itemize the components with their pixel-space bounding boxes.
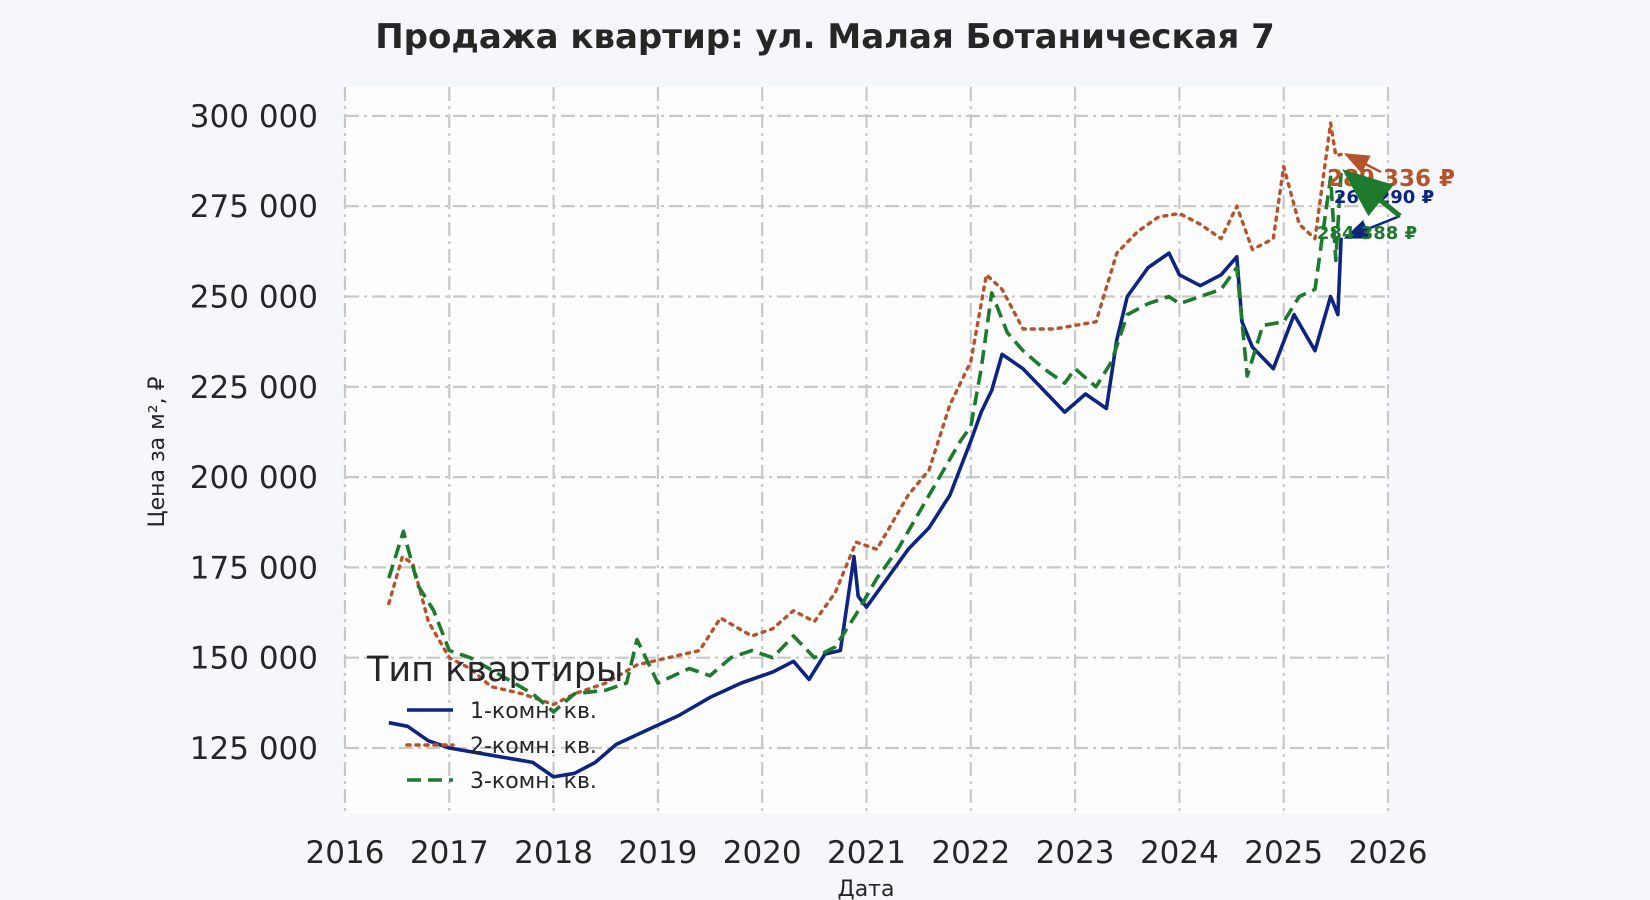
grid-lines bbox=[343, 87, 1390, 813]
x-tick-label: 2023 bbox=[1036, 835, 1115, 871]
series-line-1 bbox=[388, 237, 1343, 779]
y-axis-label: Цена за м², ₽ bbox=[145, 376, 170, 527]
chart-title: Продажа квартир: ул. Малая Ботаническая … bbox=[375, 17, 1275, 57]
x-tick-label: 2017 bbox=[410, 835, 489, 871]
x-tick-label: 2019 bbox=[618, 835, 697, 871]
y-tick-label: 125 000 bbox=[190, 731, 318, 767]
y-tick-label: 300 000 bbox=[190, 99, 318, 135]
legend-item-label: 2-комн. кв. bbox=[470, 734, 597, 759]
annotation-label: 284 388 ₽ bbox=[1317, 223, 1417, 244]
x-tick-label: 2018 bbox=[514, 835, 593, 871]
y-tick-label: 150 000 bbox=[190, 641, 318, 677]
x-tick-label: 2022 bbox=[931, 835, 1010, 871]
x-axis-label: Дата bbox=[838, 877, 895, 900]
x-tick-label: 2025 bbox=[1244, 835, 1323, 871]
y-tick-labels: 125 000 150 000 175 000 200 000 225 000 250 0… bbox=[190, 99, 318, 767]
x-tick-label: 2016 bbox=[306, 835, 385, 871]
series-layer bbox=[387, 121, 1343, 779]
annotations-layer: 289 336 ₽266 290 ₽284 388 ₽ bbox=[1317, 153, 1455, 244]
y-tick-label: 275 000 bbox=[190, 189, 318, 225]
y-tick-label: 200 000 bbox=[190, 460, 318, 496]
legend-title: Тип квартиры bbox=[366, 650, 624, 690]
legend: Тип квартиры 1-комн. кв. 2-комн. кв. 3-ком… bbox=[366, 650, 624, 794]
x-tick-label: 2020 bbox=[723, 835, 802, 871]
x-tick-label: 2021 bbox=[827, 835, 906, 871]
legend-item-label: 1-комн. кв. bbox=[470, 699, 597, 724]
annotation-arrow bbox=[1343, 214, 1401, 239]
annotation-arrow bbox=[1343, 153, 1382, 174]
y-tick-label: 225 000 bbox=[190, 370, 318, 406]
legend-item-label: 3-комн. кв. bbox=[470, 769, 597, 794]
annotation-arrow bbox=[1342, 169, 1402, 218]
x-tick-label: 2026 bbox=[1349, 835, 1428, 871]
x-tick-labels: 2016 2017 2018 2019 2020 2021 2022 2023 2024 2025… bbox=[306, 835, 1428, 871]
series-line-3 bbox=[387, 172, 1343, 714]
y-tick-label: 175 000 bbox=[190, 550, 318, 586]
y-tick-label: 250 000 bbox=[190, 279, 318, 315]
x-tick-label: 2024 bbox=[1140, 835, 1219, 871]
